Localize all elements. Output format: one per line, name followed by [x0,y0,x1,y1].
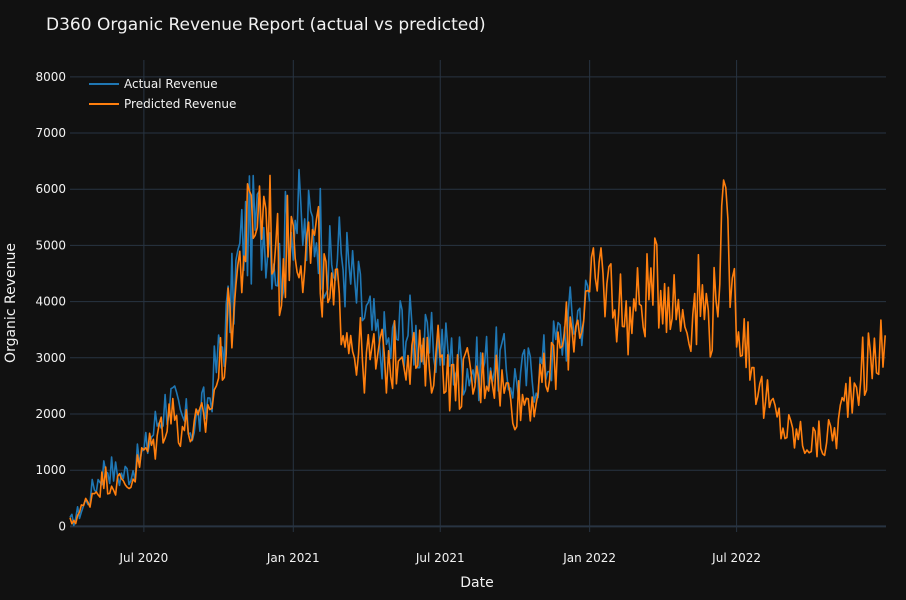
legend-item-actual-revenue[interactable]: Actual Revenue [89,77,218,91]
y-tick-label: 5000 [35,238,66,252]
grid-lines [70,60,886,532]
x-tick-label: Jan 2021 [266,551,320,565]
x-tick-label: Jul 2020 [118,551,168,565]
y-tick-label: 2000 [35,407,66,421]
chart-title: D360 Organic Revenue Report (actual vs p… [46,15,486,35]
series-line-actual-revenue [69,168,591,527]
y-tick-label: 3000 [35,351,66,365]
x-tick-label: Jul 2021 [415,551,465,565]
legend-item-predicted-revenue[interactable]: Predicted Revenue [89,97,236,111]
series-layer [69,168,886,527]
y-axis-ticks: 0 1000 2000 3000 4000 5000 6000 7000 8000 [35,70,66,534]
x-tick-label: Jul 2022 [711,551,761,565]
y-tick-label: 6000 [35,182,66,196]
x-axis-title: Date [460,575,493,591]
legend[interactable]: Actual Revenue Predicted Revenue [89,77,236,111]
x-axis-ticks: Jul 2020 Jan 2021 Jul 2021 Jan 2022 Jul 2022 [118,551,761,565]
y-tick-label: 4000 [35,295,66,309]
y-tick-label: 7000 [35,126,66,140]
y-tick-label: 8000 [35,70,66,84]
legend-label: Predicted Revenue [124,97,236,111]
series-line-predicted-revenue [69,174,886,525]
x-tick-label: Jan 2022 [562,551,616,565]
legend-label: Actual Revenue [124,77,218,91]
y-tick-label: 1000 [35,463,66,477]
y-tick-label: 0 [58,519,66,533]
y-axis-title: Organic Revenue [3,243,19,363]
